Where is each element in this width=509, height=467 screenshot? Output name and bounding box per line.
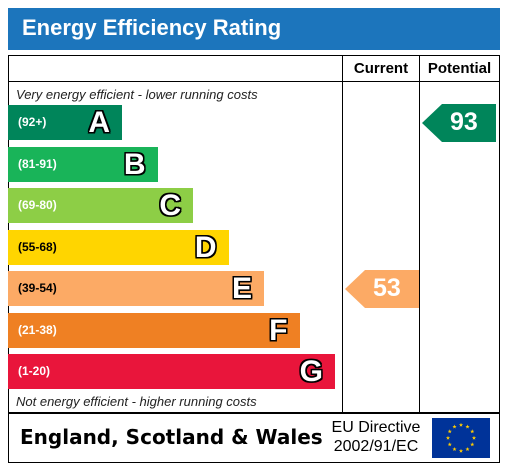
- potential-column-header: Potential: [427, 60, 492, 77]
- band-range: (1-20): [18, 364, 51, 378]
- flag-star: [458, 422, 464, 427]
- footer-region: England, Scotland & Wales: [20, 425, 323, 449]
- flag-star: [470, 429, 475, 434]
- flag-star: [465, 447, 470, 452]
- band-letter: G: [299, 355, 323, 388]
- potential-column-divider: [419, 55, 420, 412]
- band-range: (21-38): [18, 322, 57, 337]
- band-range: (81-91): [18, 156, 57, 171]
- current-rating-arrow: 53: [345, 269, 419, 308]
- flag-star: [447, 442, 452, 447]
- band-e: (39-54) E: [8, 271, 264, 306]
- band-letter: C: [159, 189, 181, 222]
- eu-directive: EU Directive 2002/91/EC: [324, 418, 428, 456]
- current-arrow-shape: [345, 269, 419, 308]
- flag-star: [452, 447, 457, 452]
- flag-star: [452, 424, 457, 429]
- band-letter: E: [231, 272, 252, 305]
- band-f: (21-38) F: [8, 312, 300, 348]
- flag-star: [471, 435, 477, 440]
- band-c: (69-80) C: [8, 188, 193, 223]
- current-column-divider: [342, 55, 343, 412]
- footer-frame: [8, 413, 500, 463]
- flag-star: [465, 424, 470, 429]
- band-letter: B: [123, 147, 146, 181]
- band-b: (81-91) B: [8, 146, 158, 182]
- top-caption: Very energy efficient - lower running co…: [16, 87, 258, 102]
- band-letter: A: [88, 106, 110, 139]
- directive-line2: 2002/91/EC: [333, 438, 419, 455]
- band-range: (39-54): [18, 281, 57, 295]
- directive-line1: EU Directive: [331, 419, 421, 436]
- current-rating-value: 53: [373, 273, 401, 302]
- band-letter: F: [269, 313, 288, 347]
- band-d: (55-68) D: [8, 229, 229, 265]
- bottom-caption: Not energy efficient - higher running co…: [16, 394, 257, 409]
- band-range: (69-80): [18, 198, 57, 212]
- band-range: (55-68): [18, 239, 57, 254]
- potential-arrow-shape: [422, 103, 496, 142]
- band-a: (92+) A: [8, 105, 122, 140]
- title-bar: Energy Efficiency Rating: [8, 8, 500, 50]
- flag-star: [447, 429, 452, 434]
- band-range: (92+): [18, 115, 47, 129]
- band-letter: D: [194, 230, 217, 264]
- flag-star: [470, 442, 475, 447]
- potential-rating-value: 93: [450, 107, 478, 136]
- flag-star: [445, 435, 451, 440]
- flag-star: [458, 448, 464, 453]
- graph-title: Energy Efficiency Rating: [22, 15, 282, 40]
- eu-flag-icon: [432, 418, 490, 458]
- current-column-header: Current: [353, 60, 409, 77]
- potential-rating-arrow: 93: [422, 103, 496, 142]
- header-divider: [8, 81, 500, 82]
- band-g: (1-20) G: [8, 354, 335, 389]
